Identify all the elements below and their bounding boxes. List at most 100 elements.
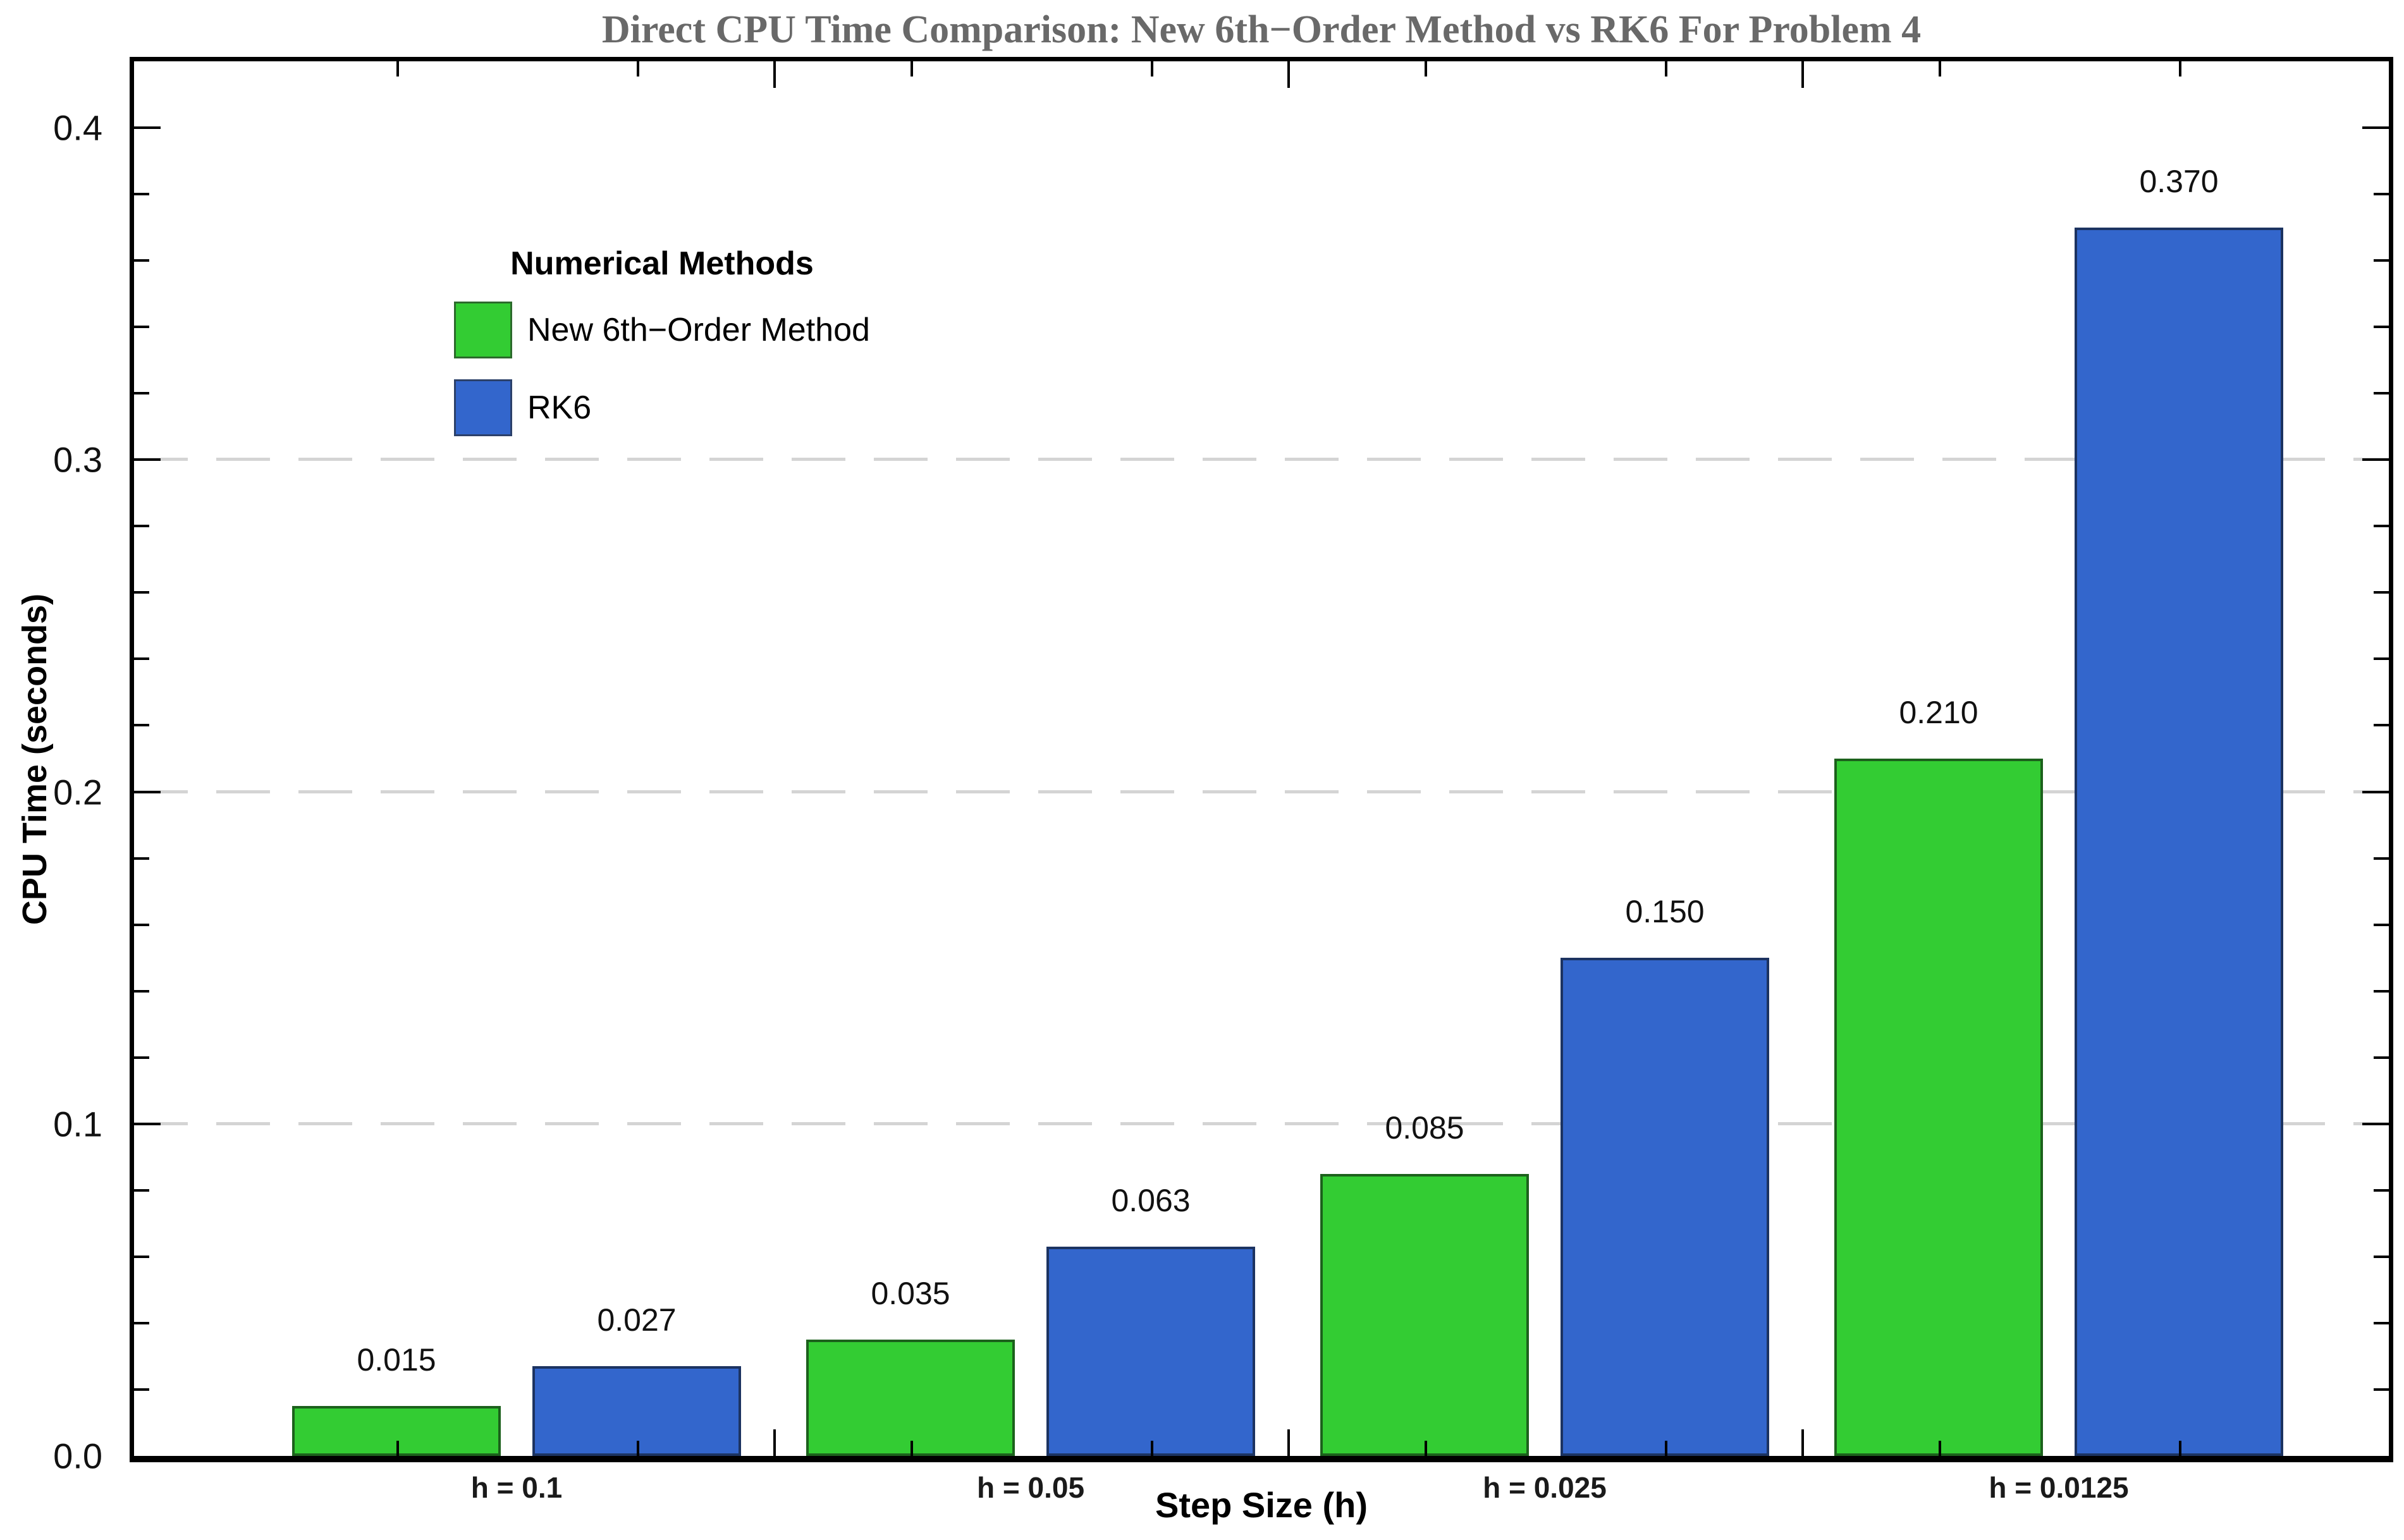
y-tick — [134, 790, 161, 793]
x-tick — [637, 1441, 639, 1456]
bars-layer: 0.015 0.035 0.085 0.210 0.027 0.063 0.150 0.370 — [134, 61, 2389, 1456]
y-tick — [134, 1388, 149, 1391]
x-tick — [911, 1441, 913, 1456]
x-tick — [1151, 61, 1153, 76]
y-tick — [134, 458, 161, 461]
y-tick — [134, 857, 149, 860]
y-tick — [134, 1321, 149, 1324]
y-tick — [134, 1056, 149, 1059]
x-category-label: h = 0.0125 — [1989, 1471, 2129, 1504]
y-tick — [134, 923, 149, 926]
y-tick — [134, 591, 149, 594]
x-tick — [1801, 1429, 1804, 1456]
y-tick-label: 0.2 — [53, 772, 102, 812]
y-tick — [2362, 126, 2389, 130]
y-tick — [2374, 857, 2389, 860]
bar-value-label: 0.150 — [1625, 894, 1705, 930]
legend-swatch — [454, 379, 512, 436]
y-tick — [2362, 458, 2389, 461]
y-tick — [134, 1189, 149, 1192]
bar-value-label: 0.027 — [597, 1302, 677, 1338]
y-tick-label: 0.1 — [53, 1104, 102, 1144]
y-tick — [134, 724, 149, 727]
chart-title: Direct CPU Time Comparison: New 6th−Orde… — [601, 8, 1922, 51]
bar — [1046, 1247, 1255, 1456]
y-tick — [134, 126, 161, 130]
x-axis-title: Step Size (h) — [1155, 1485, 1368, 1525]
y-tick — [2362, 790, 2389, 793]
y-tick — [2374, 326, 2389, 329]
bar-value-label: 0.035 — [871, 1276, 950, 1312]
y-tick-label: 0.0 — [53, 1436, 102, 1476]
ticks-layer — [134, 61, 2389, 1456]
x-tick — [1287, 1429, 1290, 1456]
bar — [806, 1340, 1015, 1456]
y-tick — [2374, 724, 2389, 727]
x-tick — [1425, 1441, 1427, 1456]
y-tick — [2374, 1321, 2389, 1324]
legend-title: Numerical Methods — [510, 245, 814, 282]
bar-value-label: 0.210 — [1899, 695, 1978, 730]
legend-item-label: RK6 — [527, 389, 592, 426]
y-axis-tick-labels: 0.0 0.1 0.2 0.3 0.4 — [0, 61, 116, 1476]
y-tick — [2374, 1255, 2389, 1258]
bar — [532, 1366, 741, 1456]
x-tick — [2179, 1441, 2181, 1456]
x-axis-category-labels: h = 0.1 h = 0.05 h = 0.025 h = 0.0125 — [134, 1470, 2389, 1508]
bar-value-label: 0.063 — [1111, 1183, 1191, 1219]
y-tick — [2374, 193, 2389, 196]
legend: Numerical Methods New 6th−Order Method RK… — [454, 245, 870, 457]
y-tick — [2374, 923, 2389, 926]
y-tick-label: 0.3 — [53, 439, 102, 480]
x-category-label: h = 0.1 — [470, 1471, 563, 1504]
y-tick — [2374, 259, 2389, 262]
x-tick — [911, 61, 913, 76]
bar — [291, 1406, 501, 1456]
bar — [1561, 958, 1769, 1456]
y-tick — [2374, 1189, 2389, 1192]
y-tick — [2374, 591, 2389, 594]
x-tick — [1287, 61, 1290, 88]
bar — [1320, 1173, 1529, 1456]
x-category-label: h = 0.025 — [1483, 1471, 1607, 1504]
x-tick — [1665, 61, 1667, 76]
y-tick — [134, 392, 149, 395]
gridlines-layer — [134, 61, 2389, 1456]
x-tick — [637, 61, 639, 76]
bar-value-label: 0.015 — [357, 1342, 436, 1378]
x-category-label: h = 0.05 — [976, 1471, 1085, 1504]
y-tick — [134, 657, 149, 661]
x-tick — [1425, 61, 1427, 76]
x-tick — [2179, 61, 2181, 76]
y-tick — [134, 193, 149, 196]
y-tick — [2374, 989, 2389, 993]
y-tick — [134, 1255, 149, 1258]
y-tick — [2362, 1122, 2389, 1125]
y-tick — [2374, 657, 2389, 661]
bar-value-label: 0.085 — [1385, 1109, 1464, 1146]
gridline — [134, 458, 2389, 461]
x-tick — [773, 61, 776, 88]
legend-item: New 6th−Order Method — [454, 302, 870, 358]
y-tick — [2374, 1388, 2389, 1391]
y-tick-label: 0.4 — [53, 107, 102, 148]
y-tick — [134, 525, 149, 528]
y-tick — [134, 1122, 161, 1125]
legend-item-label: New 6th−Order Method — [527, 312, 870, 348]
y-tick — [134, 259, 149, 262]
y-tick — [2374, 525, 2389, 528]
legend-items: New 6th−Order Method RK6 — [454, 302, 870, 457]
y-tick — [134, 326, 149, 329]
y-tick — [134, 989, 149, 993]
x-tick — [773, 1429, 776, 1456]
gridline — [134, 1121, 2389, 1125]
x-tick — [396, 61, 399, 76]
x-tick — [396, 1441, 399, 1456]
x-tick — [1939, 1441, 1941, 1456]
legend-item: RK6 — [454, 379, 870, 436]
x-tick — [1939, 61, 1941, 76]
bar — [2075, 227, 2283, 1456]
x-tick — [1665, 1441, 1667, 1456]
bar — [1834, 759, 2043, 1456]
